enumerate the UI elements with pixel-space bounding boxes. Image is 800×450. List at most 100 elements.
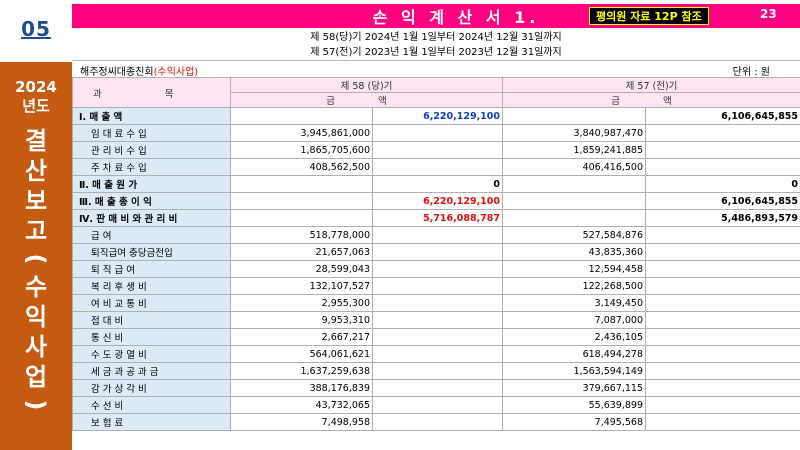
previous-total-cell [645,396,800,414]
current-detail-cell [230,192,373,210]
current-total-cell [371,141,504,159]
current-total-cell [371,226,504,244]
vertical-title-char: 익 [24,303,48,331]
current-detail-cell: 132,107,527 [230,277,373,295]
current-detail-cell: 408,562,500 [230,158,373,176]
org-row: 해주정씨대종친회(수익사업) 단위 : 원 [72,63,800,78]
page-number: 23 [760,7,777,21]
header-previous-amount: 금 액 [502,92,800,108]
previous-total-cell [645,311,800,329]
previous-total-cell [645,328,800,346]
previous-total-cell [645,158,800,176]
table-row: 통 신 비 2,667,217 2,436,105 [72,328,800,346]
current-total-cell [371,396,504,414]
vertical-title-char: 사 [24,333,48,361]
previous-detail-cell: 7,495,568 [502,413,647,431]
table-row: 보 험 료 7,498,958 7,495,568 [72,413,800,431]
previous-total-cell [645,345,800,363]
current-total-cell [371,362,504,380]
current-total-cell [371,158,504,176]
page-title: 손 익 계 산 서 1. [372,8,540,27]
previous-total-cell: 6,106,645,855 [645,192,800,210]
current-detail-cell: 1,637,259,638 [230,362,373,380]
previous-detail-cell: 7,087,000 [502,311,647,329]
row-label: Ⅲ. 매 출 총 이 익 [72,192,231,210]
row-label: 여 비 교 통 비 [72,294,231,312]
organization-tag: (수익사업) [153,67,199,78]
previous-detail-cell: 3,840,987,470 [502,124,647,142]
previous-detail-cell: 3,149,450 [502,294,647,312]
previous-detail-cell: 122,268,500 [502,277,647,295]
row-label: 수 선 비 [72,396,231,414]
current-total-cell [371,379,504,397]
previous-detail-cell: 43,835,360 [502,243,647,261]
current-total-cell: 6,220,129,100 [371,107,504,125]
section-number: 05 [21,17,51,41]
row-label: 감 가 상 각 비 [72,379,231,397]
table-row: 퇴 직 급 여 28,599,043 12,594,458 [72,260,800,278]
current-total-cell: 5,716,088,787 [371,209,504,227]
previous-total-cell [645,277,800,295]
current-detail-cell [230,209,373,227]
vertical-title-char: 보 [24,187,48,215]
current-total-cell [371,124,504,142]
current-detail-cell: 7,498,958 [230,413,373,431]
table-row: 급 여 518,778,000 527,584,876 [72,226,800,244]
vertical-title-char: ) [22,399,50,411]
header-current: 제 58 (당)기 [229,77,504,93]
table-row: 접 대 비 9,953,310 7,087,000 [72,311,800,329]
table-row: Ⅱ. 매 출 원 가 0 0 [72,175,800,193]
row-label: 보 험 료 [72,413,231,431]
row-label: 접 대 비 [72,311,231,329]
row-label: 주 차 료 수 입 [72,158,231,176]
sidebar: 05 2024 년도 결 산 보 고 (수 익 사 업) [0,0,72,450]
table-row: 퇴직급여 충당금전입 21,657,063 43,835,360 [72,243,800,261]
row-label: 수 도 광 열 비 [72,345,231,363]
previous-detail-cell: 527,584,876 [502,226,647,244]
table-row: 감 가 상 각 비 388,176,839 379,667,115 [72,379,800,397]
year-suffix-text: 년도 [22,97,50,115]
current-detail-cell: 2,667,217 [230,328,373,346]
table-row: Ⅳ. 판 매 비 와 관 리 비 5,716,088,787 5,486,893,5… [72,209,800,227]
vertical-title-char: 수 [24,273,48,301]
table-row: Ⅰ. 매 출 액 6,220,129,100 6,106,645,855 [72,107,800,125]
current-total-cell: 0 [371,175,504,193]
row-label: 퇴 직 급 여 [72,260,231,278]
table-row: Ⅲ. 매 출 총 이 익 6,220,129,100 6,106,645,855 [72,192,800,210]
divider [72,60,800,61]
row-label: 통 신 비 [72,328,231,346]
table-row: 복 리 후 생 비 132,107,527 122,268,500 [72,277,800,295]
organization: 해주정씨대종친회(수익사업) [80,63,198,78]
row-label: 복 리 후 생 비 [72,277,231,295]
previous-total-cell [645,379,800,397]
current-total-cell [371,311,504,329]
current-detail-cell: 9,953,310 [230,311,373,329]
table-row: 수 도 광 열 비 564,061,621 618,494,278 [72,345,800,363]
previous-detail-cell [502,107,647,125]
table-row: 여 비 교 통 비 2,955,300 3,149,450 [72,294,800,312]
previous-total-cell: 6,106,645,855 [645,107,800,125]
section-number-box: 05 [0,0,72,58]
vertical-title-char: ( [22,253,50,265]
sidebar-year: 2024 년도 [0,78,72,116]
previous-detail-cell: 1,859,241,885 [502,141,647,159]
previous-total-cell: 0 [645,175,800,193]
previous-detail-cell [502,209,647,227]
previous-total-cell: 5,486,893,579 [645,209,800,227]
previous-detail-cell [502,175,647,193]
previous-total-cell [645,226,800,244]
vertical-title-char: 고 [24,217,48,245]
vertical-title-char: 업 [24,363,48,391]
row-label: 세 금 과 공 과 금 [72,362,231,380]
current-detail-cell [230,107,373,125]
current-detail-cell: 21,657,063 [230,243,373,261]
current-detail-cell: 3,945,861,000 [230,124,373,142]
header-previous: 제 57 (전)기 [502,77,800,93]
unit-label: 단위 : 원 [732,67,770,78]
table-row: 관 리 비 수 입 1,865,705,600 1,859,241,885 [72,141,800,159]
row-label: 관 리 비 수 입 [72,141,231,159]
current-total-cell [371,294,504,312]
period-current: 제 58(당)기 2024년 1월 1일부터 2024년 12월 31일까지 [310,32,562,43]
previous-detail-cell [502,192,647,210]
row-label: 임 대 료 수 입 [72,124,231,142]
